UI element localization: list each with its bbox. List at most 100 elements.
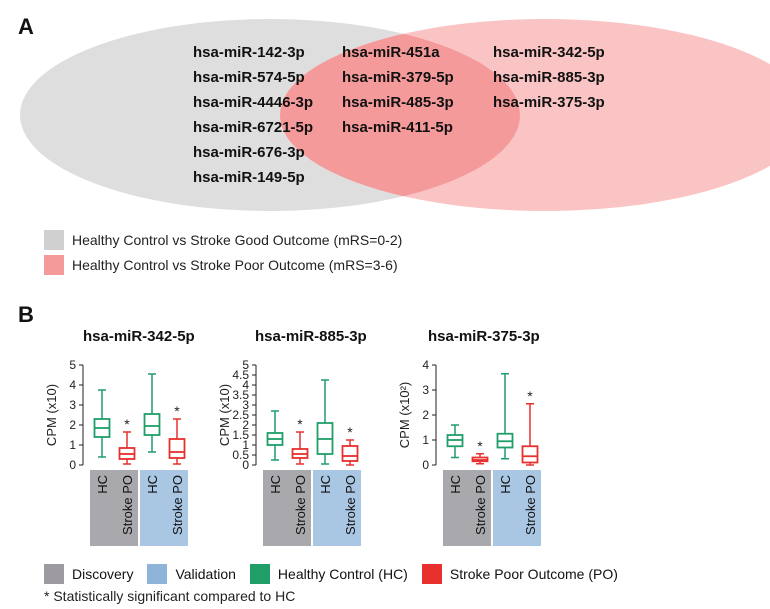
bottom-legend-label: Stroke Poor Outcome (PO) xyxy=(449,566,618,582)
panel-a-label: A xyxy=(18,14,34,39)
venn-mirna-label: hsa-miR-342-5p xyxy=(493,44,605,61)
chart-title-342: hsa-miR-342-5p xyxy=(83,328,195,345)
bottom-legend-swatch xyxy=(147,564,168,584)
legend-good-outcome: Healthy Control vs Stroke Good Outcome (… xyxy=(44,230,402,250)
box-po: * xyxy=(118,416,136,465)
box-hc xyxy=(143,373,161,453)
y-tick-label: 0 xyxy=(69,458,76,472)
bottom-legend-item: Validation xyxy=(147,564,236,584)
x-category-label: Stroke PO xyxy=(343,475,358,535)
venn-overlap-list: hsa-miR-451a hsa-miR-379-5p hsa-miR-485-3p… xyxy=(342,40,454,140)
venn-mirna-label: hsa-miR-379-5p xyxy=(342,69,454,86)
venn-mirna-label: hsa-miR-485-3p xyxy=(342,94,454,111)
x-category-label: Stroke PO xyxy=(170,475,185,535)
discovery-group-block xyxy=(263,470,311,546)
box-iqr xyxy=(521,445,539,464)
y-tick-label: 2 xyxy=(422,408,429,422)
box-hc xyxy=(316,379,334,465)
x-category-label: Stroke PO xyxy=(473,475,488,535)
y-tick-label: 1 xyxy=(242,438,249,452)
validation-group-block xyxy=(313,470,361,546)
venn-mirna-label: hsa-miR-142-3p xyxy=(193,44,305,61)
y-axis-label: CPM (x10²) xyxy=(397,382,412,448)
x-category-label: HC xyxy=(448,475,463,494)
significance-star: * xyxy=(347,424,353,440)
bottom-legend-swatch xyxy=(44,564,64,584)
venn-mirna-label: hsa-miR-885-3p xyxy=(493,69,605,86)
box-hc xyxy=(93,389,111,458)
y-tick-label: 4 xyxy=(422,358,429,372)
y-tick-label: 0.5 xyxy=(232,448,249,462)
y-tick-label: 2 xyxy=(69,418,76,432)
bottom-legend-label: Discovery xyxy=(72,566,134,582)
significance-star: * xyxy=(527,388,533,404)
y-tick-label: 3 xyxy=(422,383,429,397)
y-tick-label: 3 xyxy=(69,398,76,412)
y-axis-label: CPM (x10) xyxy=(217,384,232,446)
y-tick-label: 3 xyxy=(242,398,249,412)
venn-left-list: hsa-miR-142-3p hsa-miR-574-5p hsa-miR-4446… xyxy=(193,40,313,190)
significance-star: * xyxy=(477,438,483,454)
box-po: * xyxy=(291,416,309,465)
venn-mirna-label: hsa-miR-411-5p xyxy=(342,119,453,136)
x-category-label: HC xyxy=(498,475,513,494)
bottom-legend: Discovery Validation Healthy Control (HC) S… xyxy=(44,564,632,584)
box-po: * xyxy=(168,403,186,465)
venn-diagram xyxy=(20,19,770,211)
y-tick-label: 5 xyxy=(242,358,249,372)
boxplot-chart-885: 00.511.522.533.544.55 CPM (x10) HC * Stroke … xyxy=(217,358,361,546)
venn-mirna-label: hsa-miR-676-3p xyxy=(193,144,305,161)
y-axis-label: CPM (x10) xyxy=(44,384,59,446)
y-tick-label: 0 xyxy=(422,458,429,472)
x-category-label: Stroke PO xyxy=(293,475,308,535)
y-tick-label: 1.5 xyxy=(232,428,249,442)
chart-title-375: hsa-miR-375-3p xyxy=(428,328,540,345)
footnote: * Statistically significant compared to … xyxy=(44,588,296,604)
y-tick-label: 1 xyxy=(69,438,76,452)
legend-poor-outcome: Healthy Control vs Stroke Poor Outcome (… xyxy=(44,255,398,275)
venn-mirna-label: hsa-miR-375-3p xyxy=(493,94,605,111)
legend-swatch-pink xyxy=(44,255,64,275)
boxplot-chart-375: 0 1 2 3 4 CPM (x10²) HC * Stroke PO HC * Stroke PO xyxy=(397,358,541,546)
y-tick-label: 4 xyxy=(69,378,76,392)
discovery-group-block xyxy=(443,470,491,546)
legend-label: Healthy Control vs Stroke Good Outcome (… xyxy=(72,232,403,248)
y-tick-label: 4.5 xyxy=(232,368,249,382)
chart-title-885: hsa-miR-885-3p xyxy=(255,328,367,345)
box-iqr xyxy=(341,445,359,462)
panel-b-label: B xyxy=(18,302,34,327)
venn-mirna-label: hsa-miR-574-5p xyxy=(193,69,305,86)
significance-star: * xyxy=(124,416,130,432)
x-category-label: HC xyxy=(318,475,333,494)
bottom-legend-item: Discovery xyxy=(44,564,133,584)
box-iqr xyxy=(143,413,161,436)
venn-mirna-label: hsa-miR-6721-5p xyxy=(193,119,314,136)
bottom-legend-item: Stroke Poor Outcome (PO) xyxy=(421,564,618,584)
y-tick-label: 5 xyxy=(69,358,76,372)
boxplot-chart-342: 0 1 2 3 4 5 CPM (x10) HC * Stroke PO HC * Stroke PO xyxy=(44,358,188,546)
box-po: * xyxy=(521,388,539,466)
bottom-legend-swatch xyxy=(249,564,270,584)
bottom-legend-label: Healthy Control (HC) xyxy=(277,566,408,582)
venn-overlap xyxy=(280,19,520,211)
y-tick-label: 0 xyxy=(242,458,249,472)
x-category-label: Stroke PO xyxy=(523,475,538,535)
validation-group-block xyxy=(140,470,188,546)
legend-swatch-gray xyxy=(44,230,64,250)
x-category-label: HC xyxy=(95,475,110,494)
discovery-group-block xyxy=(90,470,138,546)
y-tick-label: 1 xyxy=(422,433,429,447)
venn-mirna-label: hsa-miR-149-5p xyxy=(193,169,305,186)
y-tick-label: 2 xyxy=(242,418,249,432)
box-po: * xyxy=(471,438,489,465)
box-po: * xyxy=(341,424,359,466)
box-hc xyxy=(446,424,464,459)
y-tick-label: 2.5 xyxy=(232,408,249,422)
legend-label: Healthy Control vs Stroke Poor Outcome (… xyxy=(72,257,398,273)
x-category-label: HC xyxy=(145,475,160,494)
venn-mirna-label: hsa-miR-451a xyxy=(342,44,440,61)
box-hc xyxy=(266,410,284,461)
significance-star: * xyxy=(297,416,303,432)
y-tick-label: 4 xyxy=(242,378,249,392)
x-category-label: Stroke PO xyxy=(120,475,135,535)
